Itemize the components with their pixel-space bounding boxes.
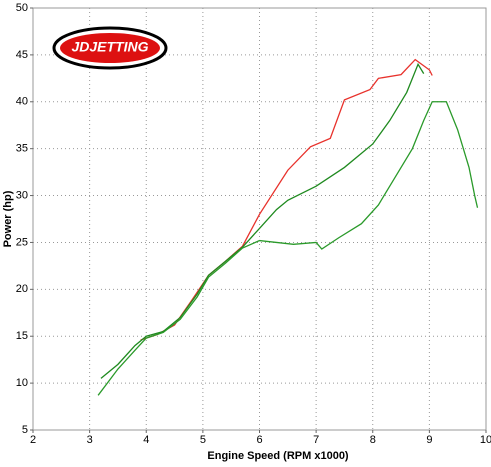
plot-area xyxy=(32,7,487,431)
x-tick-label: 4 xyxy=(143,434,149,446)
x-tick-label: 10 xyxy=(480,434,491,446)
y-tick-label: 40 xyxy=(16,96,28,108)
logo: JDJETTING xyxy=(52,26,168,70)
y-tick-label: 5 xyxy=(22,424,28,436)
y-tick-label: 45 xyxy=(16,49,28,61)
logo-fill xyxy=(60,33,160,63)
x-tick-label: 3 xyxy=(87,434,93,446)
y-tick-label: 20 xyxy=(16,283,28,295)
logo-text: JDJETTING xyxy=(71,39,148,55)
y-tick-label: 25 xyxy=(16,236,28,248)
x-tick-label: 5 xyxy=(200,434,206,446)
x-axis-label: Engine Speed (RPM x1000) xyxy=(207,450,349,462)
x-tick-label: 6 xyxy=(256,434,262,446)
x-tick-label: 9 xyxy=(426,434,432,446)
x-tick-label: 2 xyxy=(30,434,36,446)
y-tick-label: 15 xyxy=(16,330,28,342)
power-line xyxy=(97,101,479,396)
y-axis-label: Power (hp) xyxy=(2,190,14,247)
x-tick-label: 8 xyxy=(370,434,376,446)
power-line xyxy=(100,62,425,379)
y-tick-label: 50 xyxy=(16,2,28,14)
y-tick-label: 35 xyxy=(16,143,28,155)
y-tick-label: 30 xyxy=(16,189,28,201)
x-tick-label: 7 xyxy=(313,434,319,446)
y-tick-label: 10 xyxy=(16,377,28,389)
